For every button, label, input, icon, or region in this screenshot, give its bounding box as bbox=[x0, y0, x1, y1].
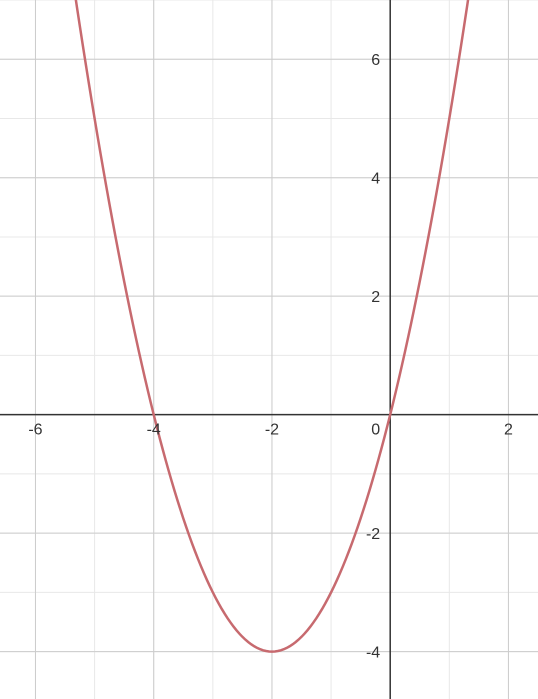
x-tick-label: 0 bbox=[371, 422, 380, 439]
y-tick-label: 2 bbox=[371, 289, 380, 306]
x-tick-label: -4 bbox=[147, 422, 161, 439]
x-tick-label: -6 bbox=[28, 422, 42, 439]
y-tick-label: 6 bbox=[371, 52, 380, 69]
y-tick-label: -4 bbox=[366, 645, 380, 662]
chart-container: -6 -4 -2 0 2 -4 -2 2 4 6 bbox=[0, 0, 538, 699]
y-tick-label: -2 bbox=[366, 526, 380, 543]
parabola-chart: -6 -4 -2 0 2 -4 -2 2 4 6 bbox=[0, 0, 538, 699]
y-tick-label: 4 bbox=[371, 171, 380, 188]
x-tick-label: 2 bbox=[504, 422, 513, 439]
x-tick-label: -2 bbox=[265, 422, 279, 439]
